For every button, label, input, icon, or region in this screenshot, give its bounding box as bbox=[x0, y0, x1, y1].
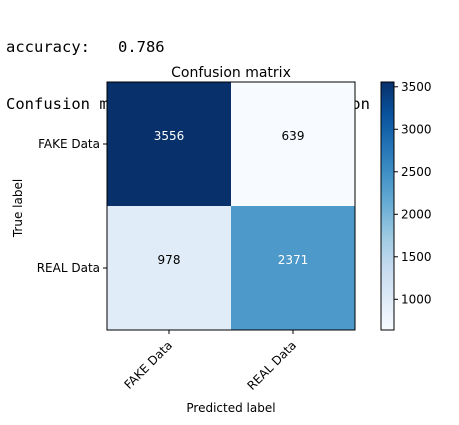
cell-labels: 3556 639 978 2371 bbox=[154, 129, 309, 267]
x-ticks: FAKE Data REAL Data bbox=[121, 330, 299, 393]
y-ticks: FAKE Data REAL Data bbox=[37, 137, 107, 275]
x-tick-label: REAL Data bbox=[244, 338, 299, 393]
x-axis-label: Predicted label bbox=[186, 401, 275, 415]
plot-frame bbox=[106, 81, 356, 331]
y-axis-label: True label bbox=[11, 179, 25, 238]
x-tick-label: FAKE Data bbox=[121, 338, 175, 392]
cell-value-label: 2371 bbox=[278, 253, 309, 267]
cell-value-label: 639 bbox=[282, 129, 305, 143]
colorbar-tick-label: 2500 bbox=[401, 165, 432, 179]
colorbar-tick-label: 3500 bbox=[401, 80, 432, 94]
cell-value-label: 978 bbox=[158, 253, 181, 267]
matrix-cell bbox=[231, 82, 355, 206]
matrix-cells bbox=[107, 82, 355, 330]
colorbar-tick-label: 3000 bbox=[401, 122, 432, 136]
colorbar-tick-label: 2000 bbox=[401, 207, 432, 221]
matrix-cell bbox=[107, 206, 231, 330]
accuracy-line: accuracy: 0.786 bbox=[6, 38, 165, 56]
colorbar bbox=[380, 81, 395, 331]
cell-value-label: 3556 bbox=[154, 129, 185, 143]
y-tick-label: REAL Data bbox=[37, 261, 100, 275]
y-tick-label: FAKE Data bbox=[38, 137, 100, 151]
matrix-cell bbox=[231, 206, 355, 330]
colorbar-ticks: 1000 1500 2000 2500 3000 3500 bbox=[394, 80, 432, 306]
colorbar-tick-label: 1500 bbox=[401, 250, 432, 264]
colorbar-tick-label: 1000 bbox=[401, 292, 432, 306]
chart-title: Confusion matrix bbox=[171, 65, 291, 81]
matrix-cell bbox=[107, 82, 231, 206]
